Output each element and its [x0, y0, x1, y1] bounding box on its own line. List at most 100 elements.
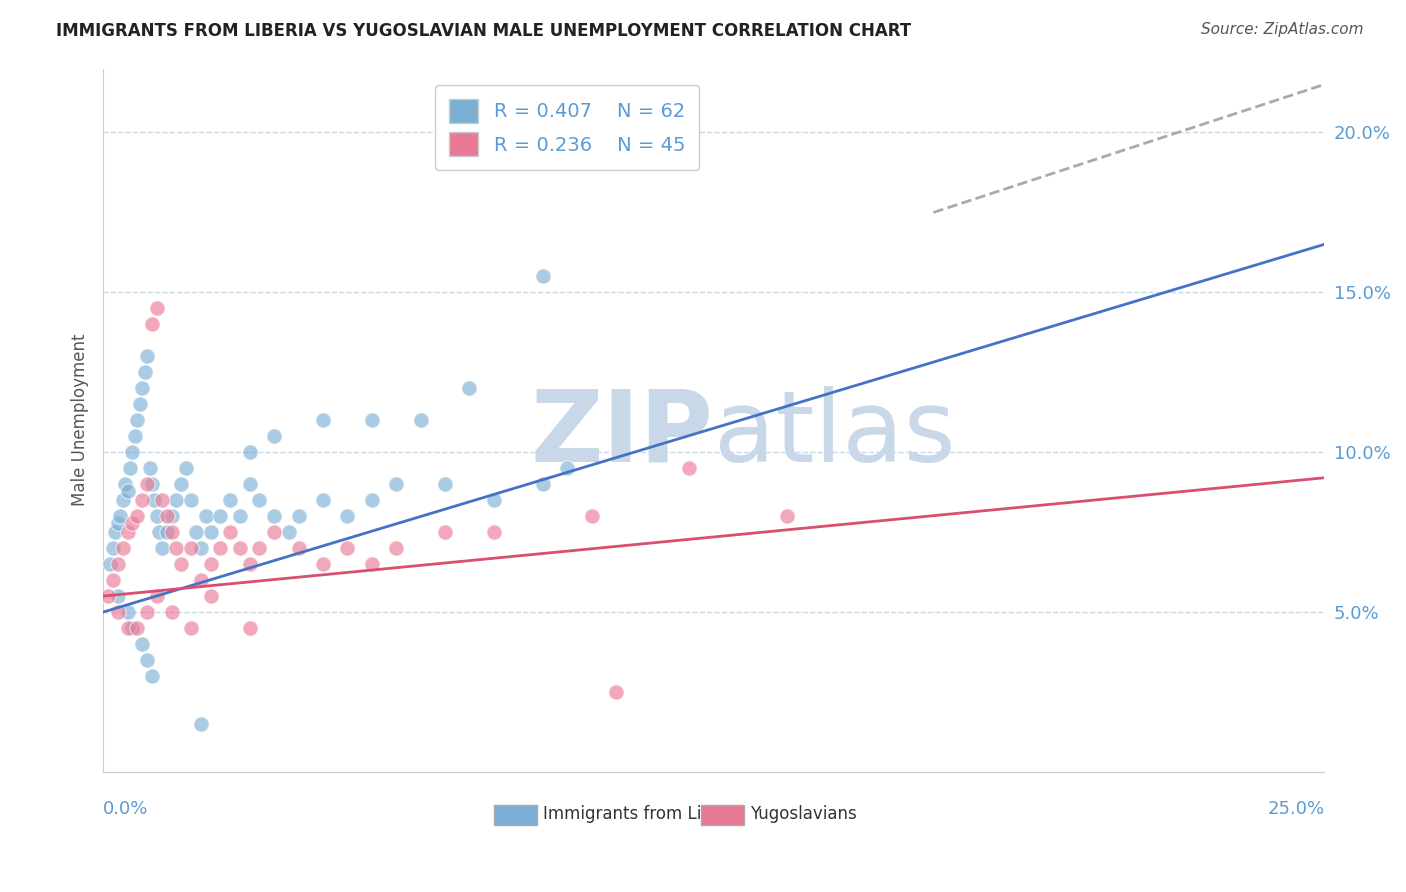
Point	[117, 605, 139, 619]
Point	[776, 509, 799, 524]
Point	[118, 461, 141, 475]
Point	[239, 557, 262, 571]
Point	[107, 557, 129, 571]
Point	[312, 557, 335, 571]
Point	[239, 621, 262, 635]
Point	[127, 509, 149, 524]
Point	[360, 413, 382, 427]
Text: Yugoslavians: Yugoslavians	[751, 805, 858, 823]
Point	[136, 605, 159, 619]
Point	[229, 541, 252, 556]
Point	[156, 525, 179, 540]
Point	[141, 477, 163, 491]
Point	[229, 509, 252, 524]
Point	[141, 669, 163, 683]
Point	[160, 509, 183, 524]
Point	[434, 525, 457, 540]
Point	[121, 445, 143, 459]
Point	[117, 483, 139, 498]
Point	[458, 381, 481, 395]
Point	[434, 477, 457, 491]
Point	[101, 573, 124, 587]
Point	[336, 541, 359, 556]
FancyBboxPatch shape	[702, 805, 744, 825]
Point	[190, 717, 212, 731]
Point	[101, 541, 124, 556]
Point	[209, 541, 232, 556]
Point	[107, 516, 129, 530]
Point	[482, 493, 505, 508]
Point	[170, 557, 193, 571]
Point	[200, 525, 222, 540]
Point	[136, 349, 159, 363]
Point	[146, 589, 169, 603]
Point	[678, 461, 700, 475]
Point	[287, 541, 309, 556]
Point	[200, 557, 222, 571]
Point	[277, 525, 299, 540]
Point	[138, 461, 160, 475]
Point	[131, 493, 153, 508]
Point	[141, 318, 163, 332]
Point	[209, 509, 232, 524]
Point	[100, 557, 122, 571]
Text: 0.0%: 0.0%	[103, 800, 149, 818]
Point	[190, 541, 212, 556]
Point	[200, 589, 222, 603]
Point	[136, 477, 159, 491]
Point	[107, 589, 129, 603]
Point	[249, 541, 271, 556]
Point	[110, 509, 132, 524]
Point	[180, 493, 202, 508]
Point	[170, 477, 193, 491]
Point	[360, 557, 382, 571]
Point	[146, 301, 169, 316]
Text: atlas: atlas	[714, 386, 955, 483]
Point	[150, 493, 173, 508]
Point	[249, 493, 271, 508]
Point	[121, 621, 143, 635]
Point	[312, 493, 335, 508]
Point	[127, 621, 149, 635]
Point	[117, 621, 139, 635]
Point	[143, 493, 166, 508]
Point	[134, 365, 156, 379]
Point	[117, 525, 139, 540]
Point	[160, 525, 183, 540]
Point	[180, 541, 202, 556]
Point	[127, 413, 149, 427]
Point	[263, 525, 285, 540]
Point	[121, 516, 143, 530]
Point	[97, 589, 120, 603]
Point	[107, 605, 129, 619]
Y-axis label: Male Unemployment: Male Unemployment	[72, 334, 89, 507]
Point	[581, 509, 603, 524]
Text: ZIP: ZIP	[531, 386, 714, 483]
Point	[312, 413, 335, 427]
Point	[336, 509, 359, 524]
Point	[263, 509, 285, 524]
FancyBboxPatch shape	[494, 805, 537, 825]
Point	[124, 429, 146, 443]
Point	[184, 525, 207, 540]
Point	[482, 525, 505, 540]
Point	[385, 541, 408, 556]
Text: IMMIGRANTS FROM LIBERIA VS YUGOSLAVIAN MALE UNEMPLOYMENT CORRELATION CHART: IMMIGRANTS FROM LIBERIA VS YUGOSLAVIAN M…	[56, 22, 911, 40]
Point	[111, 541, 134, 556]
Text: Source: ZipAtlas.com: Source: ZipAtlas.com	[1201, 22, 1364, 37]
Point	[114, 477, 136, 491]
Point	[409, 413, 432, 427]
Point	[190, 573, 212, 587]
Point	[156, 509, 179, 524]
Point	[146, 509, 169, 524]
Point	[128, 397, 150, 411]
Point	[111, 493, 134, 508]
Point	[239, 445, 262, 459]
Point	[287, 509, 309, 524]
Point	[194, 509, 217, 524]
Point	[531, 477, 554, 491]
Text: Immigrants from Liberia: Immigrants from Liberia	[543, 805, 744, 823]
Point	[219, 525, 242, 540]
Point	[104, 525, 127, 540]
Point	[239, 477, 262, 491]
